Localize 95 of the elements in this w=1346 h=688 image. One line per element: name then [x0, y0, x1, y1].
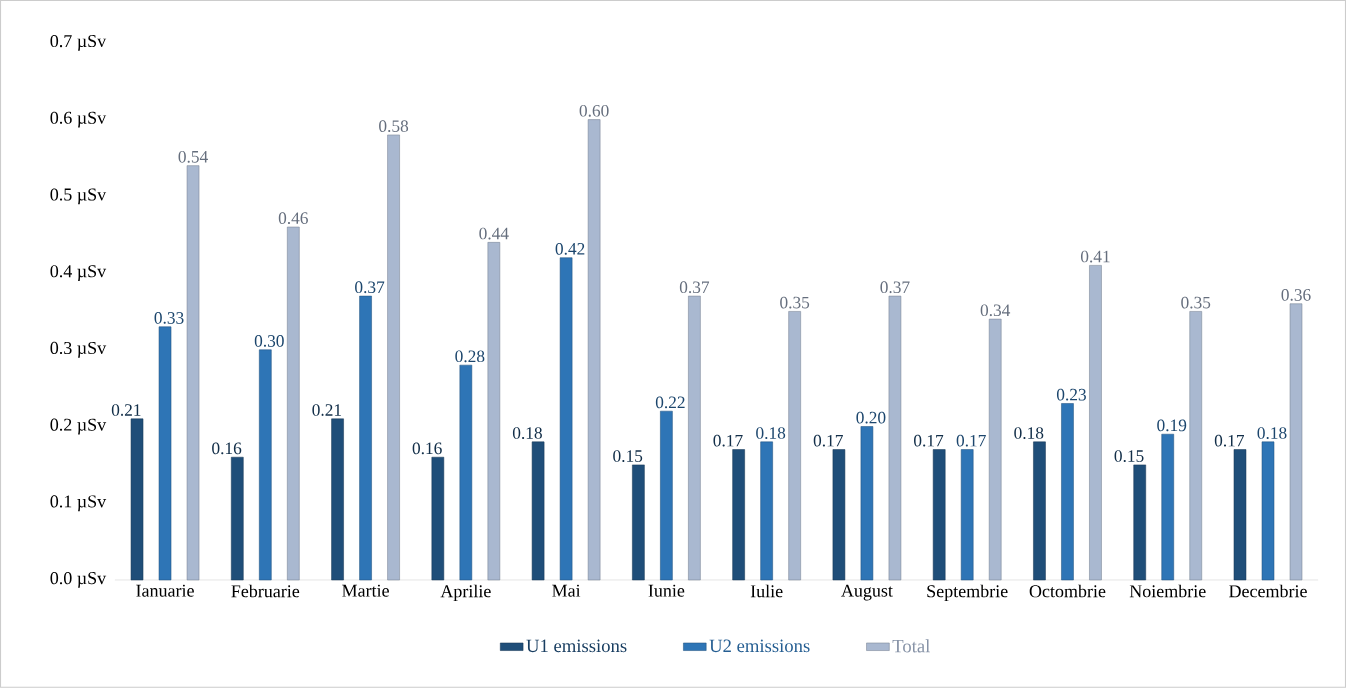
data-label: 0.41 [1080, 250, 1110, 263]
legend-label: Total [892, 639, 930, 653]
data-label: 0.37 [880, 281, 910, 294]
x-tick-label: Septembrie [927, 584, 1008, 602]
bar [932, 449, 946, 581]
bar [587, 119, 601, 581]
data-label: 0.54 [178, 151, 208, 163]
data-label: 0.23 [1056, 388, 1086, 401]
data-label: 0.35 [1181, 296, 1211, 309]
bar [660, 410, 673, 581]
data-label: 0.37 [355, 281, 385, 294]
bar [1133, 464, 1146, 581]
y-tick-label: 0.3 µSv [50, 341, 107, 358]
bar [1089, 265, 1102, 581]
bar [1261, 441, 1275, 581]
legend-label: U1 emissions [526, 639, 627, 653]
data-label: 0.17 [956, 434, 986, 447]
data-label: 0.18 [1257, 427, 1287, 439]
data-label: 0.20 [856, 411, 886, 424]
bar [1061, 403, 1074, 581]
data-label: 0.35 [780, 296, 810, 309]
data-label: 0.19 [1157, 419, 1187, 432]
data-label: 0.21 [111, 404, 141, 416]
bar [832, 449, 846, 581]
bar [387, 134, 400, 581]
data-label: 0.28 [455, 350, 485, 363]
bar [1033, 441, 1046, 581]
legend-label: U2 emissions [709, 639, 810, 653]
data-label: 0.16 [412, 442, 442, 455]
bar [359, 295, 372, 581]
bar [431, 457, 445, 581]
bar [331, 418, 344, 581]
data-label: 0.34 [980, 304, 1011, 317]
x-tick-label: Mai [552, 584, 581, 597]
data-label: 0.36 [1281, 289, 1311, 301]
bar [988, 318, 1002, 581]
data-label: 0.58 [379, 120, 409, 133]
data-label: 0.60 [579, 104, 609, 117]
data-label: 0.46 [278, 212, 308, 225]
bar [688, 295, 701, 581]
x-tick-label: Decembrie [1229, 584, 1307, 598]
data-label: 0.18 [512, 427, 542, 439]
y-tick-label: 0.1 µSv [50, 495, 107, 512]
bar [632, 464, 645, 581]
bar [960, 449, 974, 581]
data-label: 0.22 [655, 396, 685, 409]
x-tick-label: Aprilie [440, 584, 491, 602]
data-label: 0.33 [154, 312, 184, 324]
x-tick-label: Ianuarie [136, 584, 194, 597]
bar [459, 364, 473, 581]
bar [487, 242, 501, 581]
y-tick-label: 0.0 µSv [50, 572, 107, 588]
data-label: 0.15 [613, 450, 643, 463]
data-label: 0.30 [254, 335, 284, 347]
data-label: 0.17 [914, 434, 944, 447]
bar [1189, 311, 1203, 581]
x-tick-label: August [841, 584, 893, 601]
bar [130, 418, 144, 581]
bar [788, 311, 801, 581]
data-label: 0.42 [555, 243, 585, 255]
y-tick-label: 0.6 µSv [50, 111, 107, 128]
bar [1233, 449, 1247, 581]
data-label: 0.44 [479, 227, 509, 240]
bar [1161, 433, 1174, 581]
data-label: 0.16 [212, 442, 242, 455]
x-tick-label: Martie [342, 584, 389, 597]
bar [559, 257, 573, 581]
data-label: 0.21 [312, 404, 342, 416]
data-label: 0.37 [679, 281, 710, 294]
x-tick-label: Noiembrie [1129, 584, 1206, 598]
data-label: 0.18 [1014, 427, 1044, 439]
bar [158, 326, 172, 581]
bar [1289, 303, 1303, 581]
bar [860, 426, 874, 581]
bar [186, 165, 200, 581]
y-tick-label: 0.4 µSv [50, 265, 107, 282]
data-label: 0.17 [713, 434, 743, 447]
data-label: 0.17 [813, 434, 843, 447]
y-tick-label: 0.5 µSv [50, 188, 107, 205]
x-tick-label: Octombrie [1029, 584, 1106, 598]
x-tick-label: Iulie [750, 584, 783, 598]
bar [888, 295, 902, 581]
bar [732, 449, 745, 581]
bar [287, 226, 300, 581]
y-tick-label: 0.7 µSv [50, 35, 107, 51]
data-label: 0.15 [1114, 450, 1144, 463]
data-label: 0.18 [756, 427, 786, 439]
bar [259, 349, 272, 581]
bar [531, 441, 545, 581]
bar [231, 457, 244, 581]
bar [760, 441, 773, 581]
y-tick-label: 0.2 µSv [50, 418, 107, 435]
x-tick-label: Februarie [231, 584, 300, 598]
data-label: 0.17 [1214, 434, 1245, 447]
x-tick-label: Iunie [648, 584, 685, 597]
